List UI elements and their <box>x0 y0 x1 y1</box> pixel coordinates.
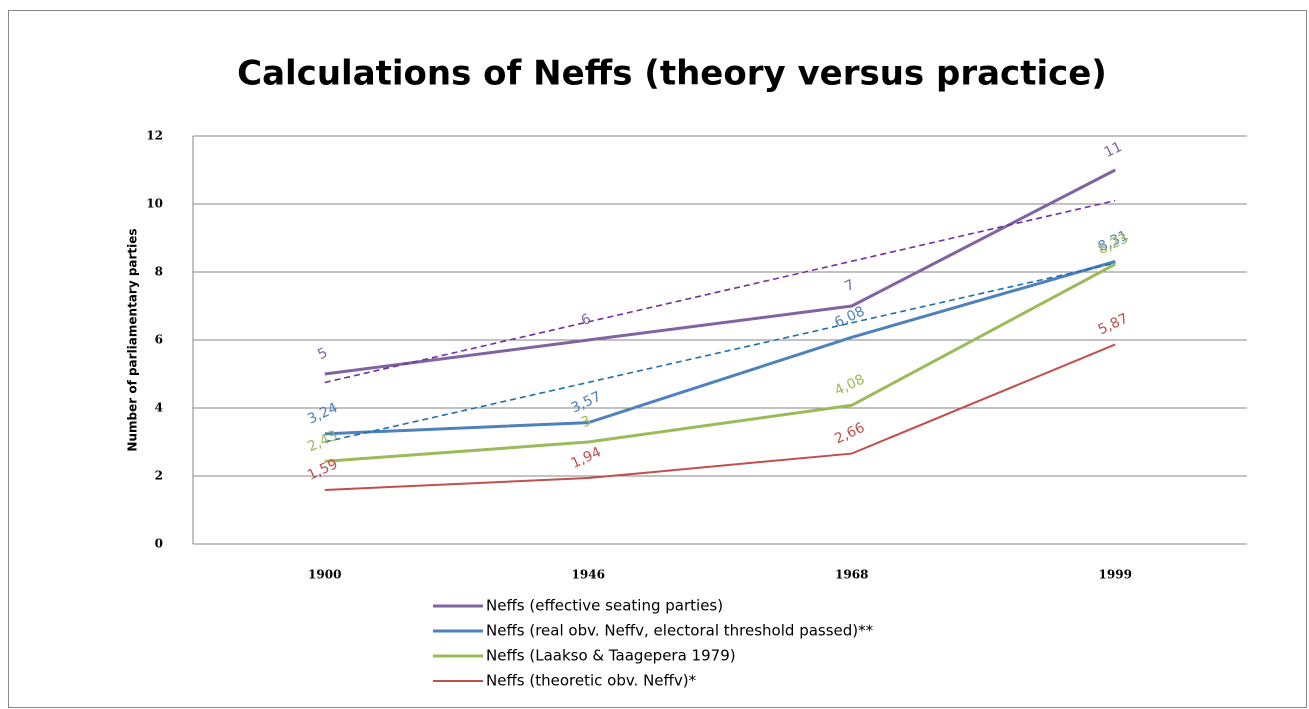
legend-label: Neffs (Laakso & Taagepera 1979) <box>486 647 736 665</box>
legend-label: Neffs (effective seating parties) <box>486 597 723 615</box>
trendline <box>324 262 1116 443</box>
legend-label: Neffs (theoretic obv. Neffv)* <box>486 672 697 690</box>
series-line <box>324 260 1116 436</box>
data-label: 11 <box>1102 139 1125 161</box>
trendline <box>324 199 1116 384</box>
x-tick-label: 1999 <box>1099 568 1132 582</box>
y-axis-label: Number of parliamentary parties <box>126 228 140 451</box>
y-tick-label: 4 <box>155 401 163 415</box>
series-line <box>324 343 1116 491</box>
legend-label: Neffs (real obv. Neffv, electoral thresh… <box>486 622 874 640</box>
y-tick-label: 10 <box>146 197 163 211</box>
y-tick-label: 8 <box>155 265 163 279</box>
chart-title: Calculations of Neffs (theory versus pra… <box>237 54 1107 94</box>
x-tick-label: 1968 <box>835 568 868 582</box>
x-tick-label: 1900 <box>308 568 341 582</box>
chart-frame <box>8 10 1307 708</box>
y-tick-label: 6 <box>155 333 163 347</box>
y-tick-label: 0 <box>155 537 163 551</box>
y-tick-label: 12 <box>146 129 163 143</box>
series-line <box>324 262 1116 463</box>
series-line <box>324 168 1116 376</box>
y-tick-label: 2 <box>155 469 163 483</box>
x-tick-label: 1946 <box>572 568 605 582</box>
